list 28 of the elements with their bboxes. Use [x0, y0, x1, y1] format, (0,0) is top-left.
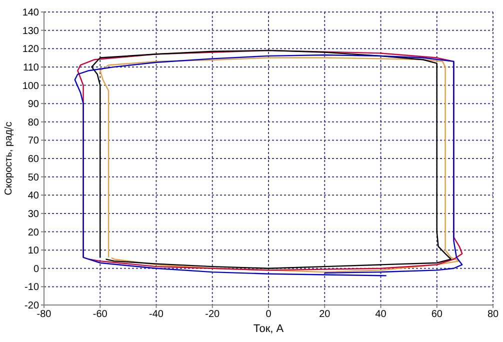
x-tick-label: -60	[92, 309, 108, 320]
x-tick-label: 60	[431, 309, 443, 320]
x-axis-title: Ток, А	[253, 323, 284, 335]
y-tick-label: 60	[28, 154, 40, 166]
y-tick-label: 100	[22, 80, 40, 92]
x-tick-label: -40	[149, 309, 164, 320]
x-tick-label: 0	[266, 309, 272, 320]
y-tick-label: 30	[28, 208, 40, 220]
x-tick-label: 80	[487, 309, 499, 320]
y-tick-label: 110	[23, 62, 40, 74]
y-tick-label: 120	[22, 44, 40, 56]
y-tick-label: 10	[28, 246, 40, 257]
y-tick-label: 140	[22, 8, 40, 19]
y-tick-label: 80	[28, 117, 40, 128]
x-tick-label: -20	[205, 309, 220, 320]
y-tick-label: -20	[24, 300, 40, 312]
y-tick-label: 70	[28, 136, 40, 147]
y-axis-title: Скорость, рад/с	[4, 122, 15, 196]
y-tick-label: 20	[28, 227, 40, 238]
y-tick-label: 130	[22, 26, 40, 37]
y-tick-label: 0	[33, 264, 40, 275]
x-tick-label: -80	[36, 309, 52, 320]
y-tick-label: 50	[28, 172, 40, 184]
y-tick-label: -10	[24, 282, 40, 294]
y-tick-label: 40	[28, 190, 40, 202]
y-tick-label: 90	[28, 99, 40, 110]
x-tick-label: 20	[319, 309, 331, 320]
x-tick-label: 40	[375, 309, 387, 320]
